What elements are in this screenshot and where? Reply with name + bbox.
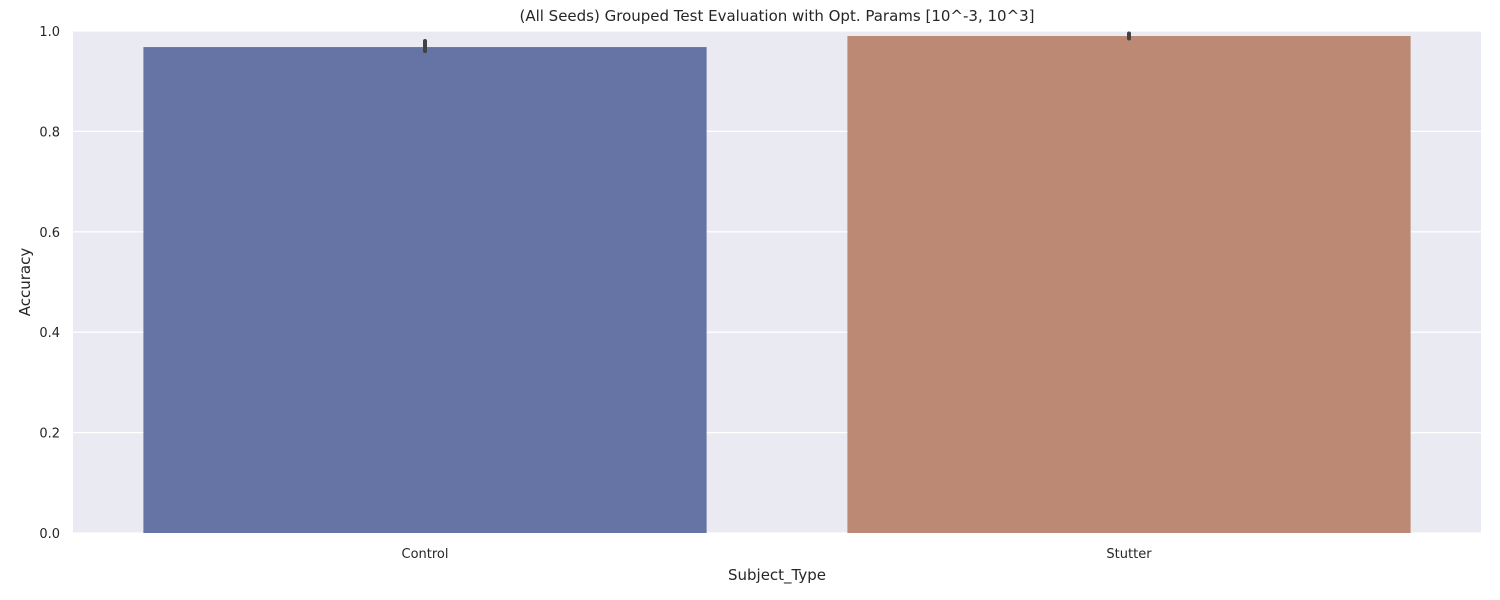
y-axis-label: Accuracy xyxy=(16,248,34,317)
y-tick-label: 1.0 xyxy=(39,25,60,40)
y-tick-label: 0.4 xyxy=(39,326,60,341)
x-tick-labels: Control Stutter xyxy=(402,547,1153,562)
x-tick-label: Control xyxy=(402,547,449,562)
y-tick-label: 0.0 xyxy=(39,527,60,542)
x-axis-label: Subject_Type xyxy=(728,566,826,585)
error-bars xyxy=(423,31,1131,54)
y-tick-label: 0.6 xyxy=(39,226,60,241)
y-tick-label: 0.2 xyxy=(39,427,60,442)
bar-stutter xyxy=(847,36,1411,534)
y-tick-labels: 0.0 0.2 0.4 0.6 0.8 1.0 xyxy=(39,25,60,542)
bar-control xyxy=(143,47,707,534)
x-tick-label: Stutter xyxy=(1106,547,1152,562)
bars xyxy=(143,36,1411,534)
chart-title: (All Seeds) Grouped Test Evaluation with… xyxy=(519,7,1034,25)
y-tick-label: 0.8 xyxy=(39,125,60,140)
